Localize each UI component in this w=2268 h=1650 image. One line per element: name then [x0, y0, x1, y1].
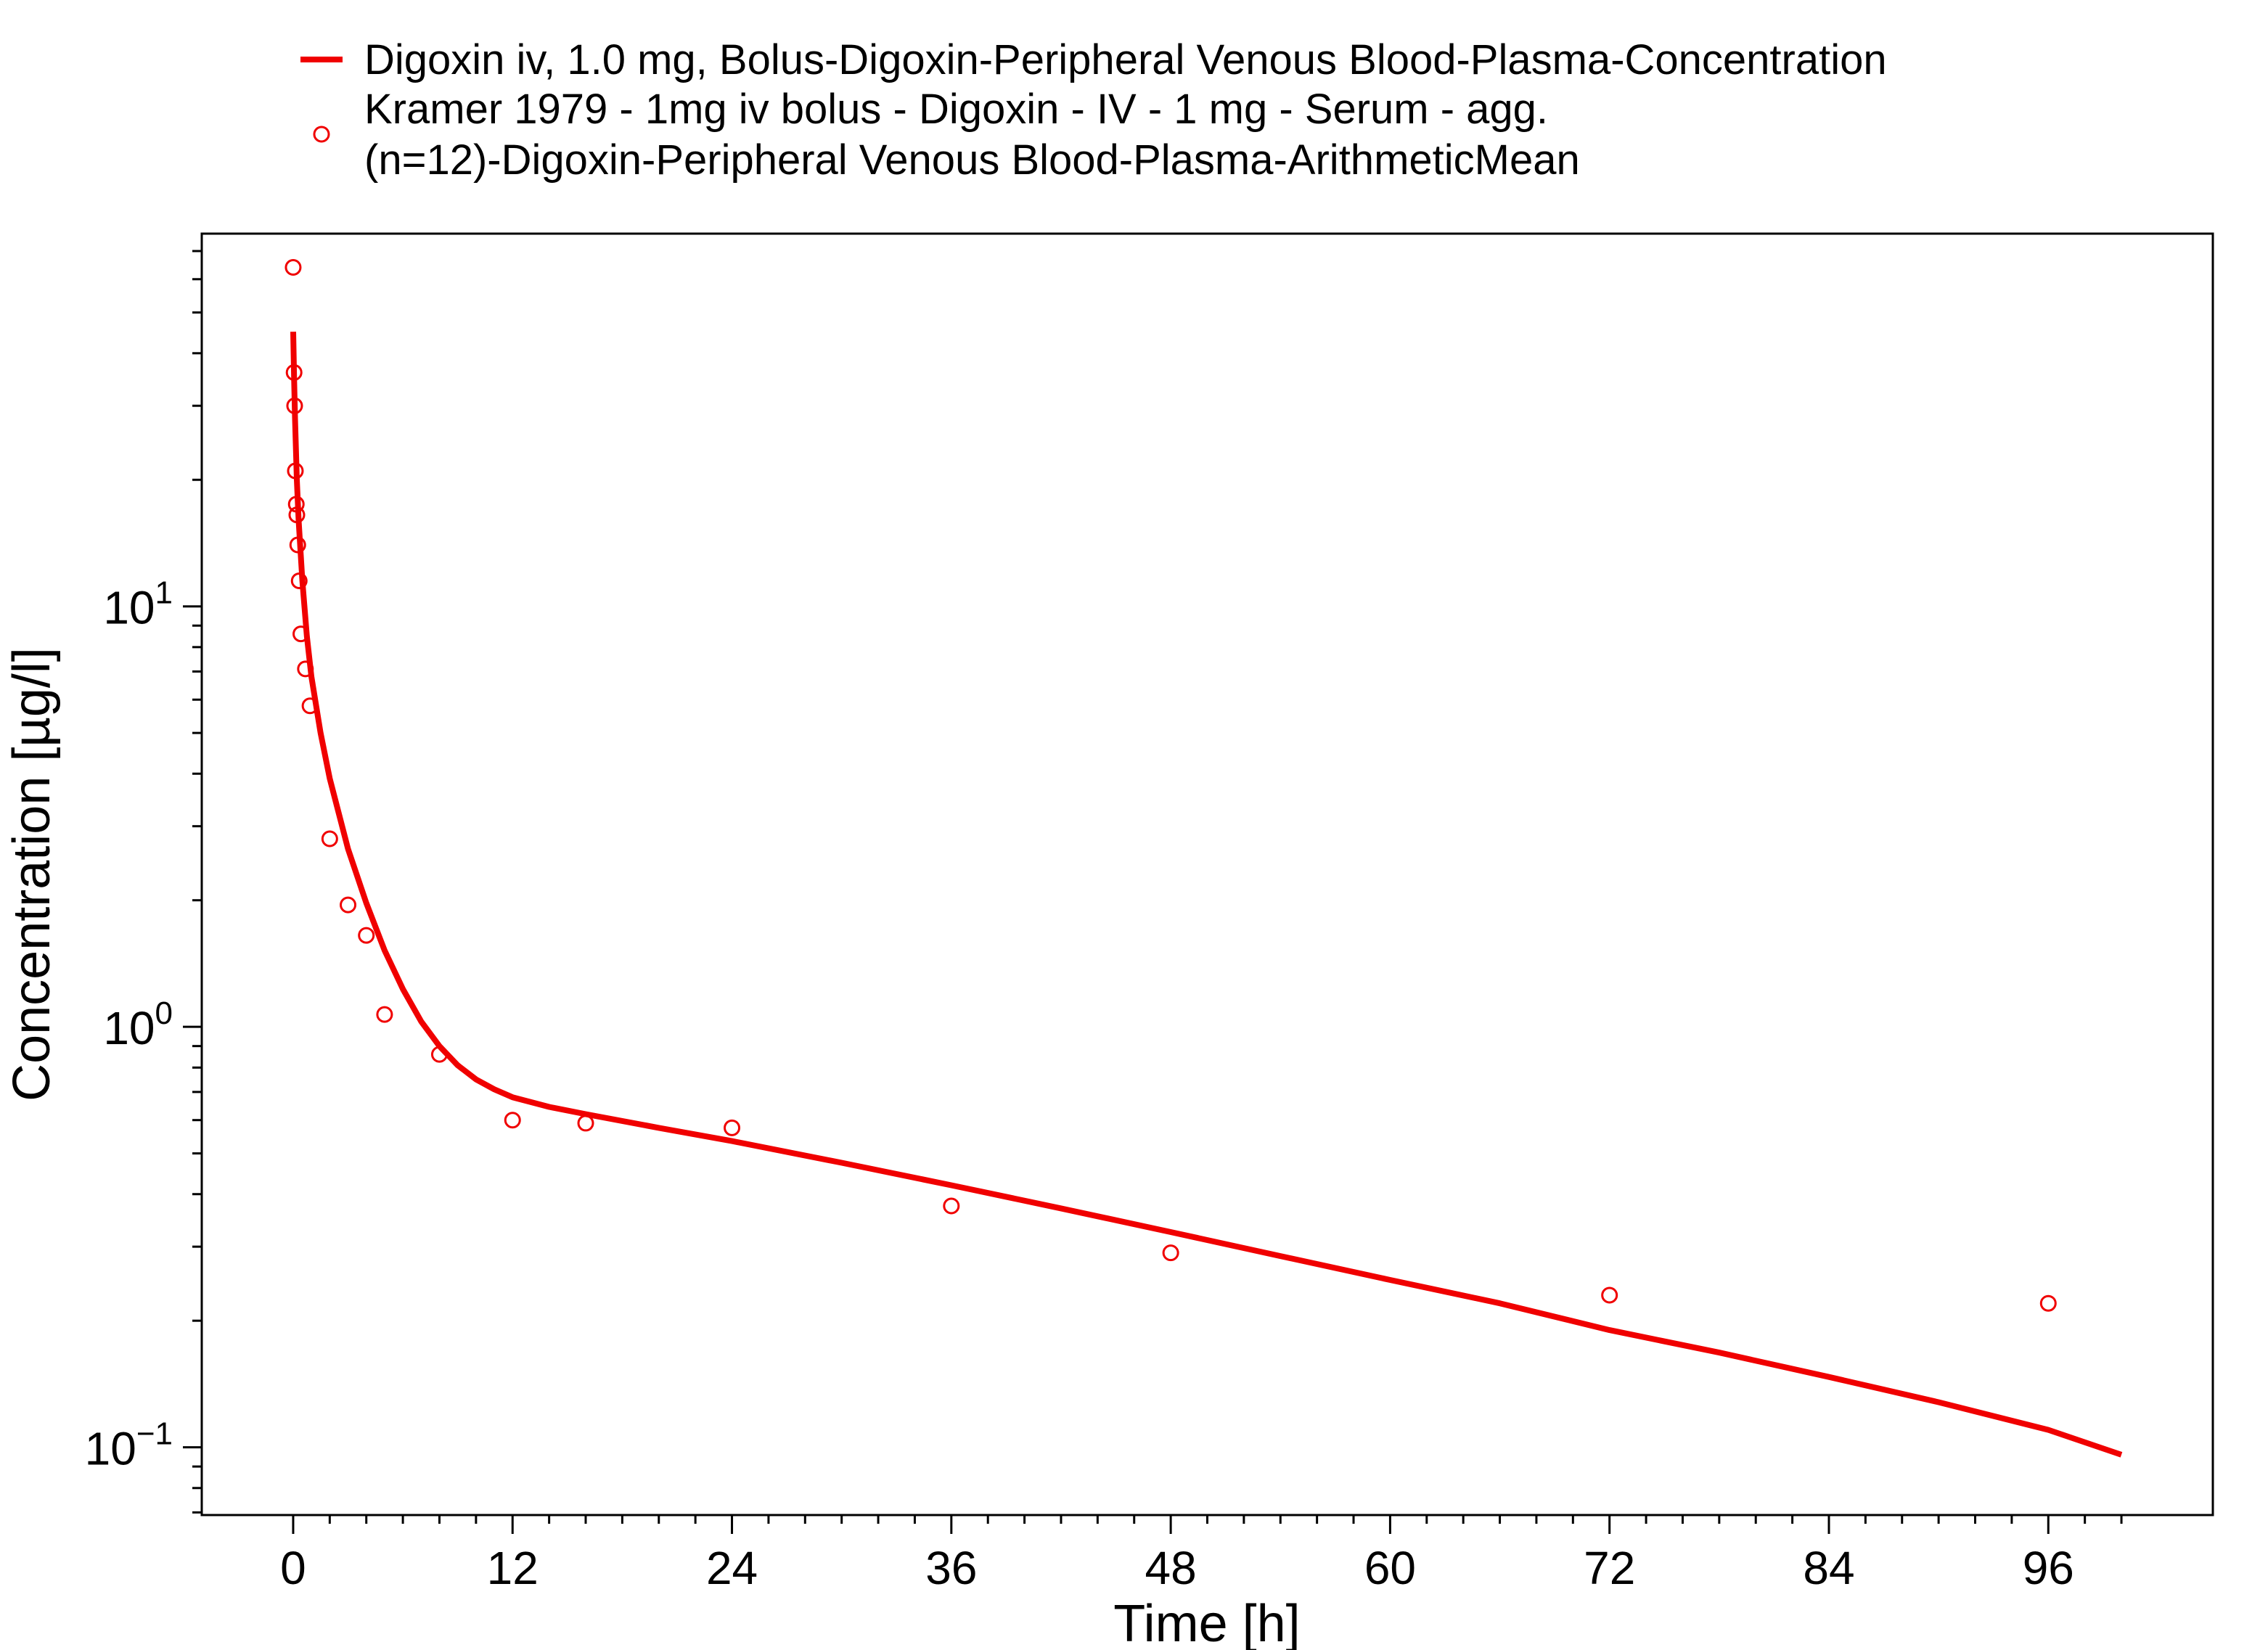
simulation-line — [290, 332, 2123, 1458]
observed-point — [292, 625, 310, 643]
x-tick-label: 36 — [925, 1542, 977, 1594]
x-axis: 0 12 24 36 48 60 72 84 96 — [280, 1515, 2123, 1594]
observed-point — [376, 1006, 393, 1023]
observed-point — [2039, 1294, 2057, 1312]
observed-point — [290, 572, 308, 590]
legend-entry-observed-line2: (n=12)-Digoxin-Peripheral Venous Blood-P… — [364, 136, 1580, 184]
observed-point — [287, 496, 305, 513]
observed-point — [284, 259, 302, 276]
plot-marks — [284, 259, 2123, 1458]
y-axis-label: Concentration [µg/l] — [3, 647, 61, 1101]
observed-point — [297, 660, 314, 678]
observed-point — [504, 1112, 521, 1129]
x-axis-label: Time [h] — [1113, 1595, 1300, 1650]
legend-entry-simulation: Digoxin iv, 1.0 mg, Bolus-Digoxin-Periph… — [364, 36, 1887, 83]
x-tick-label: 48 — [1145, 1542, 1197, 1594]
x-tick-label: 24 — [706, 1542, 758, 1594]
observed-point — [358, 927, 375, 944]
x-tick-label: 96 — [2023, 1542, 2074, 1594]
observed-point — [288, 506, 306, 524]
plot-area-frame — [200, 232, 2214, 1516]
observed-point — [285, 364, 303, 381]
legend: Digoxin iv, 1.0 mg, Bolus-Digoxin-Periph… — [300, 36, 1887, 184]
observed-point — [943, 1197, 960, 1215]
x-tick-label: 72 — [1584, 1542, 1635, 1594]
y-axis: 10−1 100 101 — [85, 250, 202, 1514]
observed-point — [577, 1115, 594, 1132]
observed-point — [340, 896, 357, 914]
legend-entry-observed-line1: Kramer 1979 - 1mg iv bolus - Digoxin - I… — [364, 86, 1548, 133]
x-tick-label: 84 — [1803, 1542, 1854, 1594]
x-tick-label: 60 — [1364, 1542, 1416, 1594]
observed-point — [724, 1119, 741, 1136]
y-tick-label: 10−1 — [85, 1416, 173, 1475]
observed-point — [1601, 1286, 1618, 1304]
observed-point — [430, 1046, 448, 1063]
y-tick-label: 101 — [103, 575, 173, 634]
observed-point — [289, 536, 306, 554]
observed-point — [301, 697, 319, 715]
x-tick-label: 0 — [280, 1542, 306, 1594]
legend-marker-swatch — [313, 126, 330, 143]
observed-point — [287, 462, 304, 480]
observed-point — [321, 830, 338, 847]
observed-point — [286, 397, 303, 414]
observed-point — [1162, 1244, 1179, 1262]
y-tick-label: 100 — [103, 996, 173, 1054]
x-tick-label: 12 — [487, 1542, 539, 1594]
